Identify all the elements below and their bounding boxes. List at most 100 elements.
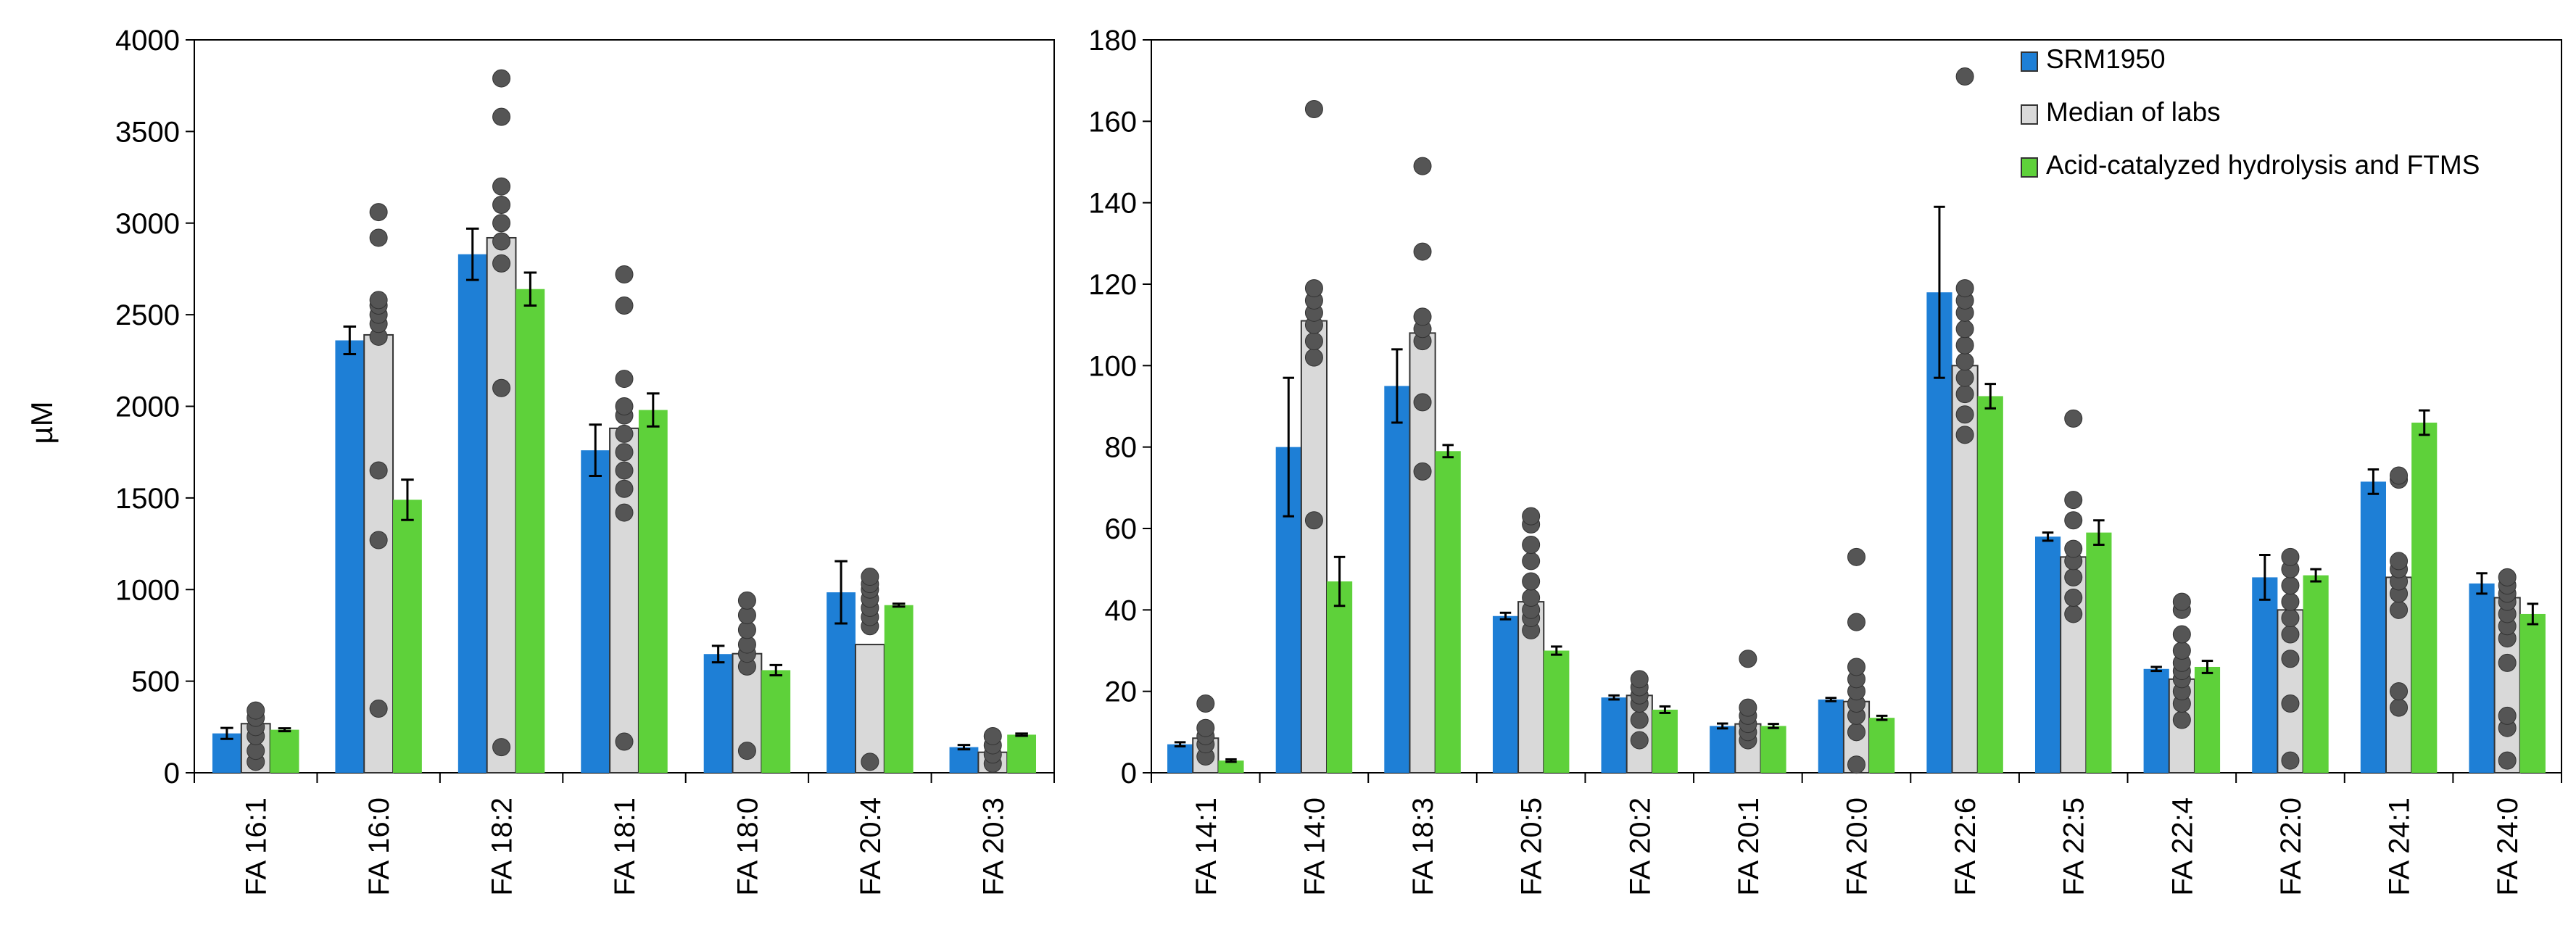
- lab-point-fa-18-1: [615, 732, 634, 751]
- bar-acid-catalyzed-hydrolysis-and-ftms-fa-24-1: [2411, 422, 2438, 773]
- lab-point-fa-20-5: [1522, 535, 1541, 554]
- p1-y-tick-label: 180: [1088, 25, 1137, 57]
- lab-point-fa-18-1: [615, 443, 634, 462]
- lab-point-fa-18-1: [615, 370, 634, 389]
- lab-point-fa-22-6: [1955, 279, 1974, 298]
- p0-y-tick-label: 3500: [115, 116, 180, 148]
- lab-point-fa-18-2: [492, 214, 511, 233]
- p1-y-tick-label: 20: [1105, 676, 1138, 708]
- lab-point-fa-20-1: [1739, 698, 1757, 717]
- bar-acid-catalyzed-hydrolysis-and-ftms-fa-18-0: [761, 670, 791, 773]
- bar-srm1950-fa-16-0: [335, 340, 365, 773]
- lab-point-fa-18-1: [615, 397, 634, 415]
- lab-point-fa-24-0: [2498, 751, 2517, 770]
- legend-label-acid-catalyzed-hydrolysis-and-ftms: Acid-catalyzed hydrolysis and FTMS: [2046, 150, 2480, 180]
- p0-y-tick-label: 2500: [115, 299, 180, 331]
- x-tick-label-fa-16-1: FA 16:1: [241, 797, 273, 896]
- lab-point-fa-18-2: [492, 738, 511, 757]
- bar-acid-catalyzed-hydrolysis-and-ftms-fa-18-2: [515, 289, 545, 773]
- bar-acid-catalyzed-hydrolysis-and-ftms-fa-20-5: [1544, 650, 1570, 773]
- legend: SRM1950 Median of labs Acid-catalyzed hydr…: [2021, 44, 2480, 180]
- lab-point-fa-22-5: [2064, 409, 2083, 428]
- panel-left: 0 500 1000 1500 2000 2500 3000 3500 4000 FA 16:1 F…: [115, 25, 1055, 896]
- lab-point-fa-18-1: [615, 461, 634, 480]
- legend-label-median-of-labs: Median of labs: [2046, 97, 2221, 127]
- lab-point-fa-18-3: [1413, 462, 1432, 481]
- lab-point-fa-14-0: [1304, 348, 1323, 367]
- p1-y-tick-label: 160: [1088, 106, 1137, 138]
- p0-y-tick-label: 1000: [115, 574, 180, 606]
- lab-point-fa-24-1: [2390, 600, 2409, 619]
- p1-y-tick-label: 60: [1105, 513, 1138, 545]
- bar-acid-catalyzed-hydrolysis-and-ftms-fa-18-1: [638, 410, 668, 773]
- lab-point-fa-22-0: [2281, 547, 2300, 566]
- lab-point-fa-18-2: [492, 378, 511, 397]
- lab-point-fa-22-4: [2172, 710, 2191, 729]
- lab-point-fa-18-2: [492, 177, 511, 196]
- lab-point-fa-16-0: [369, 228, 388, 247]
- lab-point-fa-16-0: [369, 203, 388, 222]
- lab-point-fa-22-0: [2281, 751, 2300, 770]
- bar-srm1950-fa-22-4: [2143, 668, 2169, 773]
- lab-point-fa-22-6: [1955, 336, 1974, 354]
- bar-median-of-labs-fa-18-2: [486, 236, 517, 774]
- lab-point-fa-24-1: [2390, 552, 2409, 571]
- p0-y-tick-label: 500: [131, 666, 180, 698]
- lab-point-fa-20-4: [861, 568, 879, 586]
- bar-acid-catalyzed-hydrolysis-and-ftms-fa-14-1: [1218, 760, 1244, 773]
- x-tick-label-fa-20-3: FA 20:3: [977, 797, 1009, 896]
- bar-acid-catalyzed-hydrolysis-and-ftms-fa-20-4: [884, 605, 914, 773]
- x-tick-label-fa-16-0: FA 16:0: [363, 797, 395, 896]
- x-tick-label-fa-18-1: FA 18:1: [609, 797, 641, 896]
- p0-y-tick-label: 1500: [115, 483, 180, 515]
- lab-point-fa-18-1: [615, 503, 634, 522]
- p1-y-tick-label: 80: [1105, 432, 1138, 464]
- lab-point-fa-20-3: [983, 726, 1002, 745]
- lab-point-fa-18-2: [492, 232, 511, 251]
- lab-point-fa-20-5: [1522, 507, 1541, 526]
- lab-point-fa-24-1: [2390, 698, 2409, 717]
- lab-point-fa-16-0: [369, 531, 388, 550]
- x-tick-label-fa-20-1: FA 20:1: [1733, 797, 1765, 896]
- x-tick-label-fa-20-4: FA 20:4: [855, 797, 887, 896]
- bar-srm1950-fa-22-0: [2252, 577, 2278, 773]
- lab-point-fa-22-4: [2172, 625, 2191, 644]
- x-tick-label-fa-22-5: FA 22:5: [2058, 797, 2090, 896]
- bar-median-of-labs-fa-20-4: [854, 644, 885, 774]
- p0-y-tick-label: 4000: [115, 25, 180, 57]
- legend-swatch-acid-catalyzed-hydrolysis-and-ftms: [2021, 157, 2038, 178]
- bar-srm1950-fa-18-0: [703, 654, 733, 773]
- lab-point-fa-22-5: [2064, 605, 2083, 623]
- x-tick-label-fa-18-3: FA 18:3: [1407, 797, 1439, 896]
- lab-point-fa-22-0: [2281, 576, 2300, 595]
- lab-point-fa-14-0: [1304, 332, 1323, 351]
- lab-point-fa-16-0: [369, 461, 388, 480]
- bar-srm1950-fa-20-2: [1601, 697, 1627, 773]
- bar-srm1950-fa-20-1: [1710, 726, 1736, 773]
- lab-point-fa-22-6: [1955, 352, 1974, 371]
- panel-right: 0 20 40 60 80 100 120 140 160 180 FA 14:1 FA 14:0 FA…: [1088, 25, 2562, 896]
- p1-y-tick-label: 40: [1105, 594, 1138, 626]
- x-tick-label-fa-18-0: FA 18:0: [732, 797, 763, 896]
- x-tick-label-fa-22-0: FA 22:0: [2275, 797, 2307, 896]
- lab-point-fa-24-0: [2498, 706, 2517, 725]
- lab-point-fa-22-0: [2281, 650, 2300, 668]
- lab-point-fa-24-1: [2390, 682, 2409, 701]
- x-tick-label-fa-14-1: FA 14:1: [1190, 797, 1222, 896]
- legend-swatch-srm1950: [2021, 51, 2038, 72]
- x-tick-label-fa-24-1: FA 24:1: [2384, 797, 2416, 896]
- p1-y-tick-label: 0: [1121, 758, 1137, 789]
- lab-point-fa-20-5: [1522, 572, 1541, 591]
- lab-point-fa-18-3: [1413, 242, 1432, 261]
- lab-point-fa-14-1: [1196, 694, 1215, 713]
- lab-point-fa-22-5: [2064, 539, 2083, 558]
- lab-point-fa-18-3: [1413, 307, 1432, 326]
- lab-point-fa-18-0: [737, 591, 756, 610]
- x-tick-label-fa-20-0: FA 20:0: [1842, 797, 1873, 896]
- lab-point-fa-18-2: [492, 195, 511, 214]
- lab-point-fa-22-5: [2064, 511, 2083, 530]
- bar-acid-catalyzed-hydrolysis-and-ftms-fa-22-5: [2086, 532, 2112, 773]
- lab-point-fa-20-0: [1847, 755, 1865, 774]
- lab-point-fa-22-0: [2281, 694, 2300, 713]
